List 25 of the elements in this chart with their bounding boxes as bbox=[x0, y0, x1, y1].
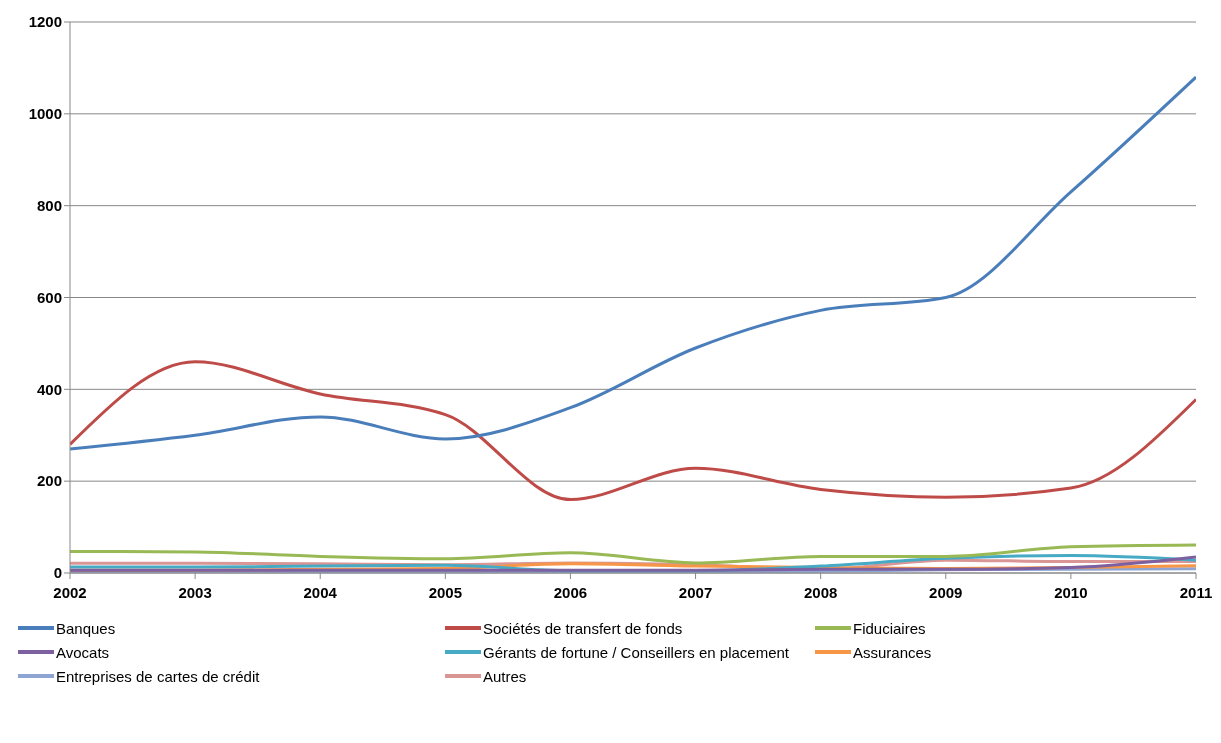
legend-label: Banques bbox=[56, 619, 116, 637]
legend-label: Assurances bbox=[853, 643, 932, 661]
legend-label: Fiduciaires bbox=[853, 619, 926, 637]
y-tick-label: 800 bbox=[36, 196, 62, 214]
legend-label: Entreprises de cartes de crédit bbox=[56, 667, 260, 685]
x-tick-label: 2007 bbox=[678, 583, 713, 601]
y-tick-label: 400 bbox=[36, 380, 62, 398]
x-tick-label: 2002 bbox=[53, 583, 87, 601]
legend-label: Gérants de fortune / Conseillers en placement bbox=[483, 643, 789, 661]
x-tick-label: 2008 bbox=[803, 583, 838, 601]
x-tick-label: 2010 bbox=[1054, 583, 1088, 601]
x-tick-label: 2005 bbox=[428, 583, 463, 601]
legend-label: Autres bbox=[483, 667, 527, 685]
legend-label: Avocats bbox=[56, 643, 110, 661]
y-tick-label: 1000 bbox=[28, 105, 62, 123]
x-tick-label: 2011 bbox=[1179, 583, 1213, 601]
x-tick-label: 2004 bbox=[303, 583, 338, 601]
x-tick-label: 2003 bbox=[178, 583, 212, 601]
legend-label: Sociétés de transfert de fonds bbox=[483, 619, 683, 637]
y-tick-label: 600 bbox=[36, 288, 62, 306]
y-tick-label: 200 bbox=[36, 472, 62, 490]
x-tick-label: 2006 bbox=[553, 583, 588, 601]
y-tick-label: 0 bbox=[53, 564, 62, 582]
y-tick-label: 1200 bbox=[28, 13, 62, 31]
x-tick-label: 2009 bbox=[929, 583, 963, 601]
